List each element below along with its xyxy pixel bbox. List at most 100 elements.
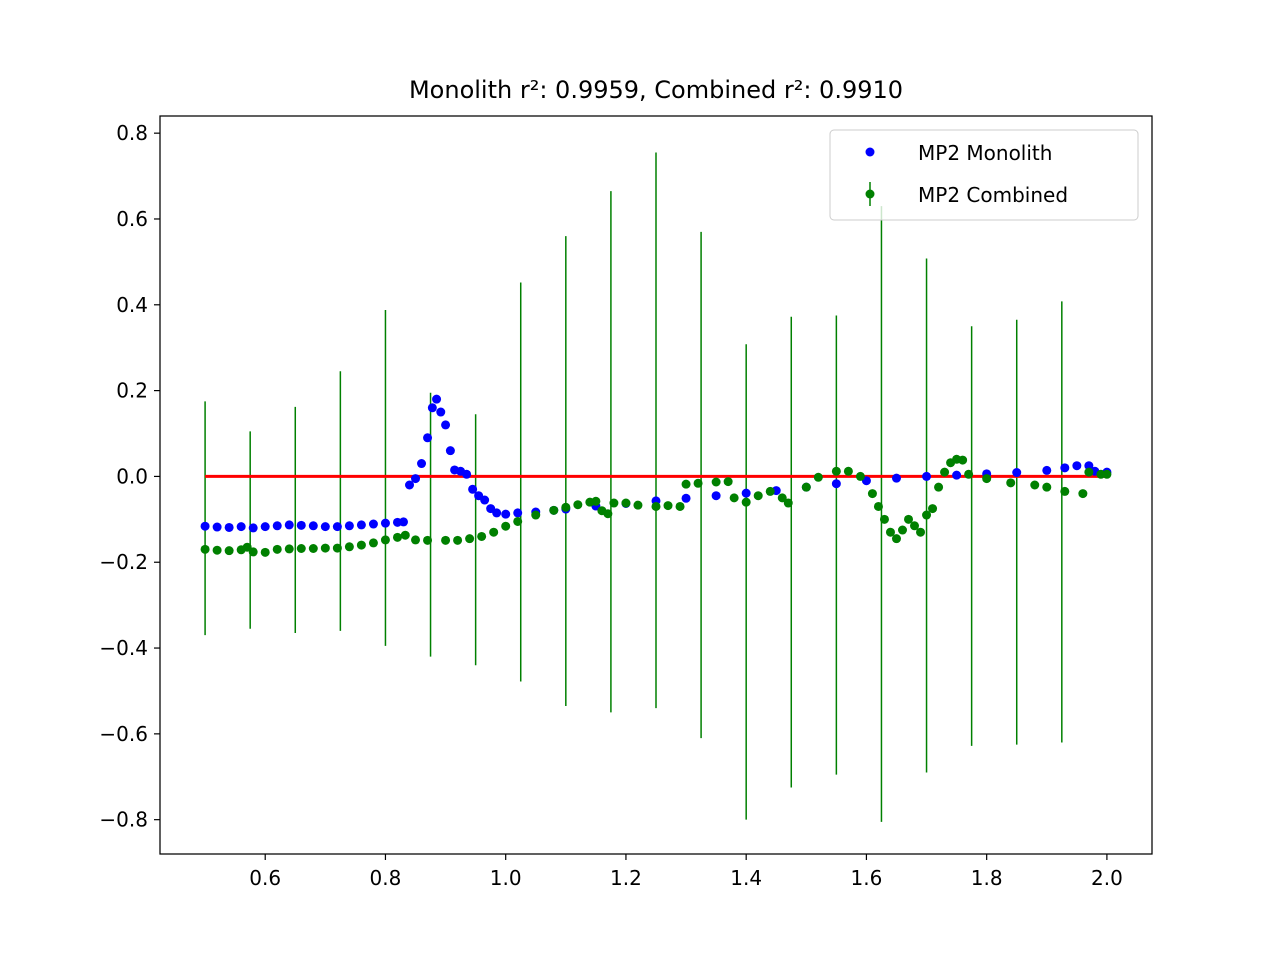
x-tick-label: 0.6 — [249, 866, 281, 890]
combined-point — [441, 535, 451, 545]
x-axis: 0.6 0.8 1.0 1.2 1.4 1.6 1.8 2.0 — [249, 854, 1123, 890]
combined-point — [1102, 469, 1112, 479]
x-tick-label: 1.2 — [610, 866, 642, 890]
combined-point — [392, 532, 402, 542]
monolith-point — [1072, 461, 1082, 471]
monolith-point — [332, 522, 342, 532]
combined-point — [910, 521, 920, 531]
monolith-point — [681, 493, 691, 503]
combined-point — [272, 544, 282, 554]
monolith-point — [922, 471, 932, 481]
monolith-point — [236, 522, 246, 532]
monolith-point — [320, 522, 330, 532]
monolith-point — [212, 522, 222, 532]
monolith-point — [260, 522, 270, 532]
monolith-point — [1042, 465, 1052, 475]
combined-point — [296, 544, 306, 554]
monolith-point — [741, 488, 751, 498]
combined-point — [729, 493, 739, 503]
y-tick-label: −0.6 — [99, 722, 148, 746]
combined-point — [489, 527, 499, 537]
y-tick-label: 0.4 — [116, 293, 148, 317]
legend-combined-label: MP2 Combined — [918, 183, 1068, 207]
combined-point — [344, 542, 354, 552]
x-tick-label: 0.8 — [370, 866, 402, 890]
x-tick-label: 1.6 — [851, 866, 883, 890]
combined-point — [879, 514, 889, 524]
combined-point — [308, 544, 318, 554]
combined-point — [693, 478, 703, 488]
combined-point — [633, 500, 643, 510]
combined-point — [400, 530, 410, 540]
monolith-point — [891, 473, 901, 483]
combined-point — [885, 527, 895, 537]
monolith-point — [411, 474, 421, 484]
axes-frame — [159, 115, 1153, 855]
monolith-point — [427, 403, 437, 413]
legend-monolith-marker — [865, 147, 875, 157]
combined-point — [320, 543, 330, 553]
combined-point — [423, 535, 433, 545]
x-tick-label: 1.4 — [730, 866, 762, 890]
monolith-point — [501, 509, 511, 519]
monolith-point — [952, 470, 962, 480]
combined-point — [777, 493, 787, 503]
combined-point — [1078, 489, 1088, 499]
combined-point — [603, 509, 613, 519]
combined-point — [801, 482, 811, 492]
combined-point — [561, 502, 571, 512]
combined-point — [531, 510, 541, 520]
combined-point — [867, 489, 877, 499]
monolith-point — [284, 520, 294, 530]
monolith-point — [296, 520, 306, 530]
combined-point — [765, 486, 775, 496]
monolith-point — [380, 518, 390, 528]
combined-point — [873, 501, 883, 511]
combined-point — [1006, 478, 1016, 488]
monolith-point — [1060, 463, 1070, 473]
combined-point — [411, 535, 421, 545]
y-tick-label: −0.8 — [99, 808, 148, 832]
legend: MP2 Monolith MP2 Combined — [829, 129, 1139, 221]
plot-area — [200, 152, 1112, 822]
monolith-point — [480, 495, 490, 505]
combined-point — [465, 534, 475, 544]
combined-point — [904, 514, 914, 524]
monolith-point — [468, 484, 478, 494]
y-tick-label: 0.2 — [116, 379, 148, 403]
monolith-point — [405, 480, 415, 490]
monolith-point — [356, 520, 366, 530]
monolith-point — [492, 508, 502, 518]
monolith-point — [1012, 468, 1022, 478]
combined-point — [212, 545, 222, 555]
monolith-point — [398, 517, 408, 527]
combined-point — [940, 467, 950, 477]
monolith-point — [272, 521, 282, 531]
combined-point — [242, 542, 252, 552]
combined-point — [711, 477, 721, 487]
combined-point — [741, 497, 751, 507]
y-tick-label: 0.0 — [116, 464, 148, 488]
combined-point — [368, 538, 378, 548]
combined-point — [477, 531, 487, 541]
combined-point — [958, 455, 968, 465]
y-tick-label: −0.4 — [99, 636, 148, 660]
monolith-point — [513, 508, 523, 518]
combined-point — [453, 535, 463, 545]
monolith-point — [417, 459, 427, 469]
y-tick-label: 0.6 — [116, 207, 148, 231]
monolith-point — [308, 521, 318, 531]
combined-point — [380, 535, 390, 545]
combined-point — [753, 491, 763, 501]
combined-point — [332, 543, 342, 553]
combined-point — [200, 544, 210, 554]
combined-point — [1042, 482, 1052, 492]
y-tick-label: 0.8 — [116, 121, 148, 145]
combined-point — [356, 540, 366, 550]
monolith-point — [436, 407, 446, 417]
combined-point — [284, 544, 294, 554]
combined-point — [224, 546, 234, 556]
x-tick-label: 1.8 — [971, 866, 1003, 890]
combined-point — [783, 498, 793, 508]
